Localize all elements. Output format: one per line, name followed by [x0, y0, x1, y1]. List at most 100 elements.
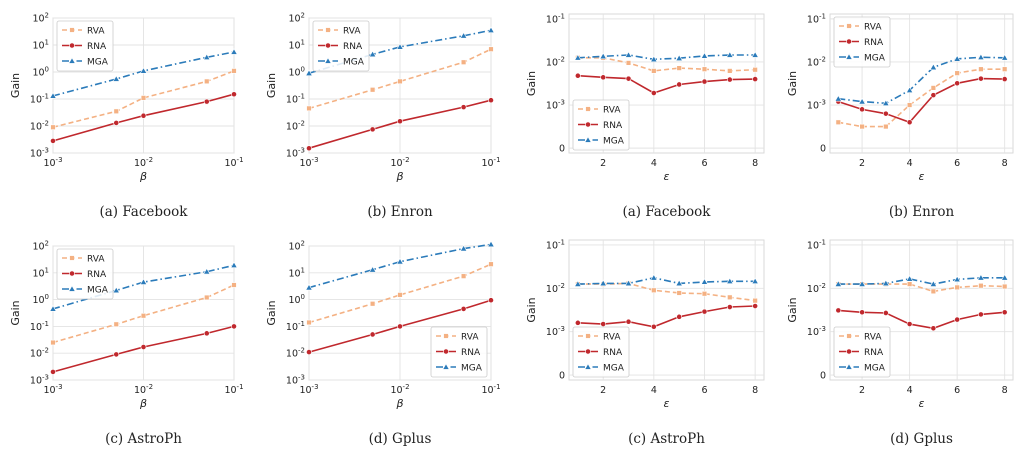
data-point — [369, 331, 376, 338]
data-point — [954, 316, 961, 323]
series-line — [577, 56, 756, 72]
legend: RVA RNA MGA — [833, 326, 891, 378]
data-point — [140, 313, 147, 319]
series-rna — [574, 72, 759, 96]
data-point — [978, 282, 984, 289]
legend-label: RVA — [87, 26, 105, 36]
data-point — [701, 66, 708, 72]
data-point — [1001, 309, 1008, 316]
y-tick-label: 100 — [32, 293, 49, 306]
data-point — [574, 72, 581, 79]
legend-box — [833, 16, 891, 68]
legend-key-marker — [325, 27, 331, 33]
subfigure-caption: (a) Facebook — [99, 204, 188, 220]
data-point — [835, 119, 842, 125]
legend-key-marker — [846, 38, 852, 45]
data-point — [488, 261, 494, 267]
data-point — [650, 273, 658, 281]
data-point — [834, 94, 843, 102]
series-rna — [574, 303, 759, 330]
legend-key-marker — [69, 42, 75, 49]
series-line — [838, 276, 1005, 285]
series-line — [838, 309, 1005, 330]
y-tick-label: 0 — [820, 371, 826, 382]
series-mga — [834, 53, 1009, 106]
data-point — [203, 53, 211, 61]
series-line — [577, 74, 756, 94]
data-point — [858, 97, 866, 105]
series-line — [308, 263, 492, 324]
series-line — [838, 77, 1005, 124]
x-tick-label: 10-1 — [481, 383, 500, 396]
subfigure-caption: (d) Gplus — [369, 431, 432, 447]
x-tick-label: 8 — [1002, 158, 1008, 169]
x-tick-label: 6 — [701, 158, 707, 169]
data-point — [139, 278, 148, 285]
data-point — [953, 55, 961, 62]
data-point — [752, 303, 759, 309]
data-point — [488, 97, 494, 104]
series-rna — [50, 91, 237, 144]
x-tick-label: 10-3 — [299, 383, 318, 396]
y-tick-label: 102 — [32, 240, 49, 253]
series-line — [308, 48, 492, 110]
data-point — [625, 60, 632, 66]
x-tick-label: 2 — [859, 385, 865, 396]
data-point — [650, 55, 658, 63]
y-tick-label: 10-3 — [546, 99, 565, 112]
data-point — [675, 279, 683, 287]
y-tick-label: 10-2 — [807, 55, 826, 68]
data-point — [369, 87, 376, 93]
data-point — [306, 349, 312, 355]
data-point — [675, 54, 683, 61]
legend-key-marker — [68, 57, 76, 64]
series-rna — [306, 97, 494, 152]
data-point — [113, 108, 119, 115]
subfigure-caption: (d) Gplus — [890, 431, 953, 447]
series-mga — [305, 240, 495, 291]
data-point — [487, 240, 495, 248]
legend-label: RNA — [864, 348, 884, 358]
legend-label: MGA — [343, 57, 365, 67]
series-line — [838, 56, 1005, 105]
data-point — [306, 319, 312, 326]
data-point — [459, 31, 468, 39]
y-tick-label: 0 — [559, 144, 565, 155]
data-point — [834, 280, 843, 287]
y-tick-label: 10-2 — [546, 282, 565, 295]
chart-panel: 0 10-3 10-2 10-1 2 4 6 8 Gain ε RVA RNA MGA (c) Astro… — [525, 238, 765, 447]
chart-panel: 10-3 10-2 10-1 100 101 102 10-3 10-2 10-1 Gain β RV… — [265, 12, 501, 221]
y-axis-label: Gain — [9, 300, 22, 325]
legend-key-marker — [443, 348, 449, 355]
chart-panel: 0 10-3 10-2 10-1 2 4 6 8 Gain ε RVA RNA MGA (a) Faceb… — [525, 12, 765, 220]
data-point — [113, 120, 120, 126]
data-point — [701, 78, 708, 85]
data-point — [460, 305, 467, 312]
data-point — [651, 287, 657, 293]
data-point — [930, 85, 937, 91]
data-point — [306, 105, 312, 112]
y-tick-label: 102 — [288, 12, 305, 25]
x-axis-label: ε — [664, 170, 670, 183]
x-tick-label: 2 — [600, 158, 606, 169]
x-tick-label: 10-3 — [43, 156, 62, 169]
legend: RVA RNA MGA — [833, 16, 891, 68]
series-line — [838, 68, 1005, 128]
legend-box — [572, 99, 630, 151]
data-point — [203, 330, 210, 337]
data-point — [859, 309, 865, 316]
y-axis-label: Gain — [9, 73, 22, 98]
y-tick-label: 100 — [32, 66, 49, 79]
subfigure-caption: (b) Enron — [889, 204, 955, 220]
y-tick-label: 10-2 — [30, 120, 49, 133]
series-rva — [835, 66, 1008, 130]
legend-label: RNA — [87, 42, 107, 52]
y-tick-label: 101 — [32, 266, 49, 279]
data-point — [49, 92, 57, 99]
data-point — [906, 102, 913, 108]
legend-label: MGA — [864, 363, 886, 373]
data-point — [978, 75, 984, 82]
legend-key-marker — [69, 255, 75, 261]
data-point — [574, 319, 581, 326]
data-point — [954, 284, 960, 291]
